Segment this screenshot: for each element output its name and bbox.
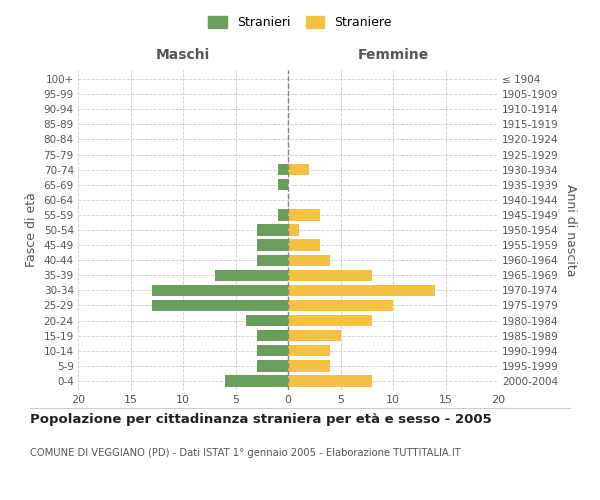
- Bar: [288, 254, 330, 266]
- Y-axis label: Fasce di età: Fasce di età: [25, 192, 38, 268]
- Bar: [277, 209, 288, 220]
- Bar: [288, 240, 320, 251]
- Bar: [288, 376, 372, 386]
- Bar: [257, 254, 288, 266]
- Bar: [257, 224, 288, 235]
- Bar: [257, 330, 288, 342]
- Text: Popolazione per cittadinanza straniera per età e sesso - 2005: Popolazione per cittadinanza straniera p…: [30, 412, 492, 426]
- Text: Femmine: Femmine: [358, 48, 428, 62]
- Bar: [246, 315, 288, 326]
- Bar: [151, 300, 288, 311]
- Bar: [257, 240, 288, 251]
- Bar: [277, 164, 288, 175]
- Bar: [288, 284, 435, 296]
- Bar: [288, 209, 320, 220]
- Bar: [288, 270, 372, 281]
- Text: Maschi: Maschi: [156, 48, 210, 62]
- Bar: [288, 300, 393, 311]
- Bar: [288, 164, 309, 175]
- Bar: [288, 315, 372, 326]
- Bar: [288, 345, 330, 356]
- Legend: Stranieri, Straniere: Stranieri, Straniere: [203, 11, 397, 34]
- Bar: [288, 330, 341, 342]
- Bar: [215, 270, 288, 281]
- Bar: [288, 360, 330, 372]
- Y-axis label: Anni di nascita: Anni di nascita: [565, 184, 577, 276]
- Bar: [151, 284, 288, 296]
- Bar: [225, 376, 288, 386]
- Bar: [257, 345, 288, 356]
- Bar: [288, 224, 299, 235]
- Bar: [257, 360, 288, 372]
- Bar: [277, 179, 288, 190]
- Text: COMUNE DI VEGGIANO (PD) - Dati ISTAT 1° gennaio 2005 - Elaborazione TUTTITALIA.I: COMUNE DI VEGGIANO (PD) - Dati ISTAT 1° …: [30, 448, 461, 458]
